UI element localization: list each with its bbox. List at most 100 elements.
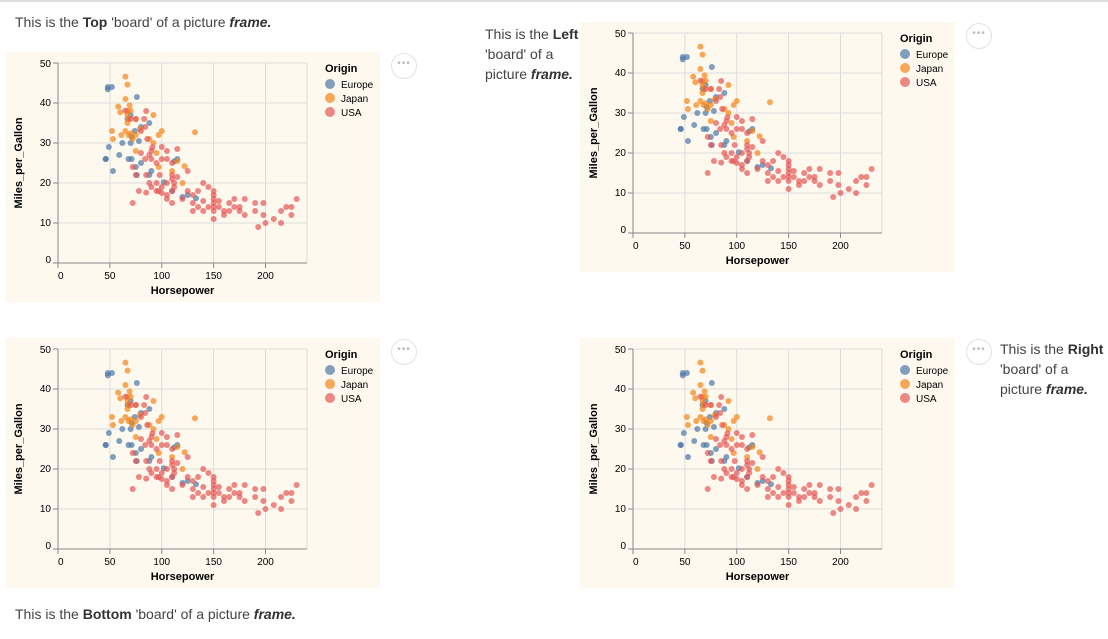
data-point-usa — [816, 482, 823, 488]
data-point-europe — [710, 108, 717, 114]
data-point-usa — [704, 450, 711, 456]
data-point-usa — [288, 204, 295, 210]
left-board-text: This is the Left 'board' of a picture fr… — [485, 24, 585, 84]
data-point-europe — [135, 424, 142, 430]
data-point-usa — [195, 474, 202, 480]
data-point-japan — [174, 444, 181, 450]
data-point-usa — [215, 198, 222, 204]
scatter-svg: 0 50 100 150 200 0 10 20 30 40 50 Horsepower Miles_p… — [588, 345, 949, 583]
data-point-usa — [122, 107, 129, 114]
chart-menu-button[interactable]: ••• — [966, 339, 992, 365]
data-point-japan — [702, 100, 709, 107]
data-point-japan — [683, 414, 690, 420]
data-point-usa — [775, 150, 782, 156]
data-point-usa — [707, 86, 714, 92]
data-point-usa — [780, 490, 787, 496]
data-point-usa — [780, 174, 787, 180]
x-tick-label: 50 — [104, 271, 116, 282]
data-point-europe — [713, 446, 719, 452]
data-point-usa — [153, 180, 160, 186]
data-point-europe — [109, 454, 116, 460]
data-point-europe — [713, 130, 719, 136]
data-point-usa — [816, 166, 823, 172]
data-point-japan — [697, 66, 704, 72]
data-point-usa — [704, 170, 711, 176]
data-point-usa — [141, 116, 148, 122]
data-point-europe — [116, 152, 123, 158]
data-point-usa — [707, 402, 714, 408]
data-point-usa — [723, 154, 730, 160]
data-point-usa — [728, 466, 735, 472]
data-point-usa — [142, 410, 149, 416]
chart-menu-button[interactable]: ••• — [391, 339, 417, 365]
chart-menu-button[interactable]: ••• — [966, 23, 992, 49]
data-point-usa — [158, 442, 165, 448]
text-italic: frame. — [229, 14, 272, 30]
chart-menu-button[interactable]: ••• — [391, 53, 417, 79]
data-point-japan — [707, 118, 714, 124]
data-point-usa — [801, 486, 808, 492]
data-point-japan — [728, 120, 735, 126]
data-point-usa — [790, 174, 797, 180]
data-point-usa — [796, 494, 802, 500]
data-point-usa — [262, 506, 269, 512]
data-point-usa — [749, 432, 756, 438]
data-point-usa — [738, 166, 745, 172]
data-point-usa — [863, 490, 870, 496]
data-point-usa — [195, 188, 202, 194]
data-point-japan — [153, 150, 160, 156]
data-point-usa — [710, 158, 717, 164]
data-point-japan — [117, 395, 124, 402]
data-point-japan — [132, 434, 139, 440]
x-tick-label: 100 — [153, 271, 170, 282]
data-point-usa — [717, 126, 724, 132]
y-tick-label: 40 — [40, 384, 52, 395]
data-point-usa — [801, 494, 808, 500]
data-point-usa — [236, 204, 243, 210]
x-axis-title: Horsepower — [726, 255, 790, 267]
data-point-usa — [163, 196, 170, 202]
data-point-usa — [835, 170, 842, 176]
data-point-usa — [231, 204, 238, 210]
data-point-usa — [231, 196, 238, 202]
data-point-usa — [293, 196, 300, 202]
data-point-usa — [785, 186, 792, 192]
x-axis-title: Horsepower — [151, 571, 215, 583]
data-point-japan — [707, 418, 714, 424]
data-point-usa — [153, 466, 160, 472]
data-point-europe — [138, 446, 144, 452]
y-tick-label: 40 — [40, 98, 52, 109]
data-point-usa — [153, 446, 160, 452]
data-point-europe — [708, 380, 715, 386]
y-tick-label: 50 — [40, 345, 52, 356]
data-point-usa — [241, 498, 248, 504]
data-point-usa — [215, 204, 222, 210]
data-point-usa — [717, 410, 724, 416]
data-point-europe — [119, 426, 126, 432]
data-point-europe — [723, 454, 730, 460]
data-point-usa — [148, 156, 155, 162]
data-point-usa — [770, 474, 777, 480]
data-point-usa — [744, 130, 751, 136]
data-point-japan — [725, 398, 732, 404]
data-point-japan — [109, 422, 116, 428]
data-point-europe — [119, 140, 126, 146]
data-point-usa — [853, 506, 860, 512]
data-point-japan — [733, 414, 740, 420]
data-point-usa — [759, 454, 766, 460]
data-point-usa — [163, 442, 170, 448]
data-point-usa — [759, 138, 766, 144]
data-point-usa — [719, 422, 726, 428]
legend-label-japan: Japan — [341, 380, 368, 391]
data-point-usa — [811, 490, 818, 496]
data-point-usa — [718, 142, 725, 148]
legend-symbol-europe — [900, 365, 910, 375]
data-point-japan — [754, 150, 761, 156]
data-point-usa — [142, 124, 149, 130]
data-point-japan — [118, 418, 125, 424]
data-point-usa — [764, 486, 771, 492]
data-point-japan — [132, 148, 139, 154]
data-point-usa — [806, 166, 813, 172]
data-point-usa — [129, 486, 136, 492]
data-point-usa — [718, 159, 725, 166]
